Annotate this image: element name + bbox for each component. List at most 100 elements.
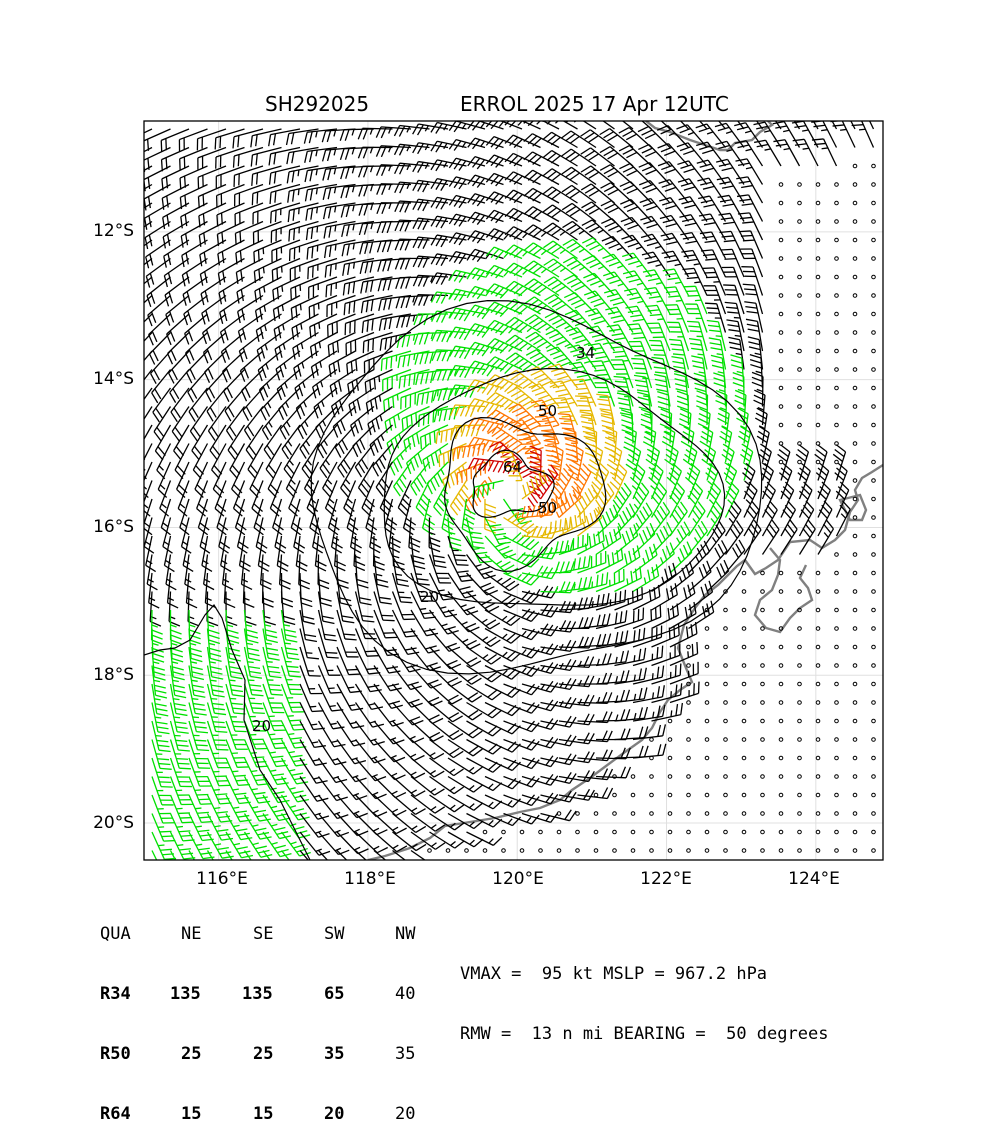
wind-barb [781, 520, 797, 555]
wind-barb [853, 183, 857, 187]
wind-barb [359, 203, 392, 216]
wind-barb [413, 143, 448, 154]
wind-barb [197, 129, 226, 150]
wind-barb [724, 830, 728, 834]
wind-barb [394, 125, 429, 136]
wind-barb [872, 460, 876, 464]
wind-barb [467, 758, 502, 772]
wind-barb [449, 214, 485, 226]
wind-barb [705, 645, 709, 649]
wind-barb [467, 647, 501, 664]
wind-barb [602, 254, 633, 277]
wind-barb [853, 368, 857, 372]
wind-barb [252, 185, 281, 206]
wind-barb [613, 812, 617, 816]
wind-barb [705, 756, 709, 760]
wind-barb [668, 830, 672, 834]
wind-barb [141, 481, 152, 517]
wind-barb [581, 166, 615, 185]
wind-barb [423, 499, 435, 535]
wind-barb [872, 423, 876, 427]
wind-barb [761, 571, 765, 575]
wind-barb [779, 423, 783, 427]
wind-barb [816, 294, 820, 298]
wind-barb [633, 626, 662, 647]
wind-barb [713, 373, 725, 407]
wind-barb [261, 555, 272, 590]
wind-barb [152, 777, 174, 805]
wind-barb [370, 518, 381, 553]
wind-barb [559, 789, 594, 800]
wind-barb [282, 573, 293, 607]
wind-barb [798, 349, 802, 353]
wind-barb [798, 257, 802, 261]
wind-barb [853, 164, 857, 168]
wind-barb [236, 499, 247, 535]
wind-barb [779, 331, 783, 335]
wind-barb [583, 273, 614, 295]
wind-barb [252, 166, 282, 186]
wind-barb [580, 112, 614, 129]
wind-barb [468, 361, 504, 376]
wind-barb [724, 775, 728, 779]
wind-barb [853, 830, 857, 834]
wind-barb [373, 444, 393, 477]
wind-barb [779, 349, 783, 353]
wind-barb [798, 312, 802, 316]
wind-barb [576, 812, 580, 816]
wind-barb [743, 284, 763, 314]
wind-barb [872, 479, 876, 483]
y-tick-16s: 16°S [93, 517, 134, 537]
wind-barb [798, 386, 802, 390]
wind-barb [208, 407, 226, 441]
wind-barb [650, 775, 654, 779]
wind-barb [816, 312, 820, 316]
wind-barb [395, 163, 430, 174]
wind-barb [393, 777, 426, 797]
wind-barb [705, 812, 709, 816]
wind-barb [665, 305, 688, 333]
wind-barb [411, 777, 444, 796]
wind-barb [724, 608, 728, 612]
wind-barb [872, 349, 876, 353]
wind-barb [816, 627, 820, 631]
wind-barb [816, 775, 820, 779]
wind-barb [742, 849, 746, 853]
wind-barb [705, 719, 709, 723]
wind-barb [800, 501, 814, 536]
wind-barb [853, 479, 857, 483]
wind-barb [359, 185, 393, 197]
wind-barb [217, 185, 245, 208]
wind-barb [761, 608, 765, 612]
col-qua: QUA [100, 924, 131, 944]
wind-barb [210, 425, 226, 460]
wind-barb [524, 261, 559, 277]
wind-barb [377, 203, 411, 214]
wind-barb [779, 608, 783, 612]
wind-barb [446, 849, 450, 853]
wind-barb [204, 555, 214, 590]
wind-barb [183, 536, 193, 571]
wind-barb [853, 849, 857, 853]
wind-barb [594, 849, 598, 853]
wind-barb [853, 756, 857, 760]
wind-barb [761, 664, 765, 668]
wind-barb [235, 185, 263, 207]
wind-barb [705, 627, 709, 631]
wind-barb [599, 110, 633, 129]
wind-barb [152, 740, 172, 770]
wind-barb [798, 738, 802, 742]
wind-barb [557, 830, 561, 834]
wind-barb [290, 259, 318, 281]
wind-barb [872, 294, 876, 298]
wind-barb [742, 627, 746, 631]
wind-barb [742, 590, 746, 594]
wind-barb [835, 645, 839, 649]
wind-barb [816, 645, 820, 649]
wind-barb [221, 536, 231, 571]
wind-barb [872, 553, 876, 557]
wind-barb [326, 277, 355, 297]
wind-barb [393, 795, 426, 814]
wind-barb [190, 407, 207, 441]
